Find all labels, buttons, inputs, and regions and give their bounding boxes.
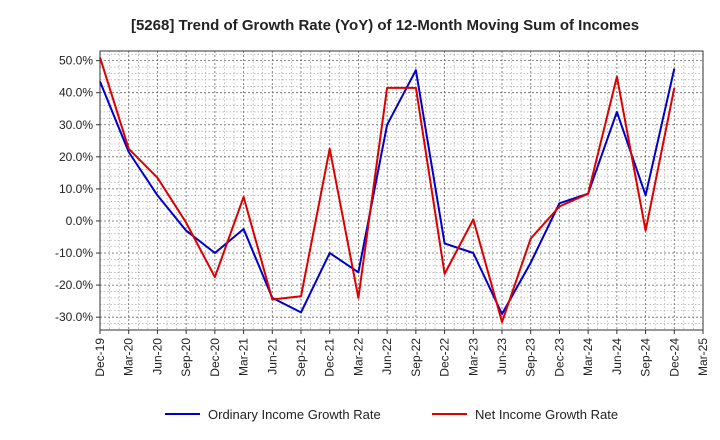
x-tick-label: Mar-24 (581, 338, 595, 376)
x-tick-label: Dec-20 (208, 338, 222, 377)
x-tick-label: Dec-21 (323, 338, 337, 377)
y-tick-label: 10.0% (59, 182, 93, 196)
x-tick-label: Dec-24 (667, 338, 681, 377)
series-line-net-income (99, 57, 676, 323)
y-tick-label: 20.0% (59, 150, 93, 164)
legend: Ordinary Income Growth Rate Net Income G… (165, 407, 618, 422)
x-tick-label: Sep-21 (294, 338, 308, 377)
x-tick-label: Sep-23 (524, 338, 538, 377)
y-tick-label: 30.0% (59, 118, 93, 132)
x-tick-label: Jun-21 (265, 338, 279, 375)
y-tick-label: -10.0% (55, 246, 93, 260)
chart-title: [5268] Trend of Growth Rate (YoY) of 12-… (131, 17, 639, 34)
x-tick-label: Mar-21 (237, 338, 251, 376)
legend-label-net: Net Income Growth Rate (475, 407, 618, 422)
x-tick-label: Jun-24 (610, 338, 624, 375)
legend-label-ordinary: Ordinary Income Growth Rate (208, 407, 381, 422)
x-tick-label: Sep-22 (409, 338, 423, 377)
y-tick-label: -30.0% (55, 310, 93, 324)
x-tick-label: Jun-23 (495, 338, 509, 375)
y-tick-label: -20.0% (55, 278, 93, 292)
x-tick-label: Mar-25 (696, 338, 710, 376)
y-tick-label: 50.0% (59, 54, 93, 68)
x-tick-label: Jun-20 (150, 338, 164, 375)
x-tick-label: Mar-23 (466, 338, 480, 376)
x-tick-label: Jun-22 (380, 338, 394, 375)
x-tick-label: Mar-20 (122, 338, 136, 376)
y-tick-label: 40.0% (59, 86, 93, 100)
x-tick-label: Dec-19 (93, 338, 107, 377)
plot-frame (99, 50, 704, 331)
x-tick-label: Dec-23 (552, 338, 566, 377)
x-tick-label: Dec-22 (438, 338, 452, 377)
x-tick-label: Sep-20 (179, 338, 193, 377)
plot-area: 50.0% 40.0% 30.0% 20.0% 10.0% 0.0% -10.0% -20.0… (55, 50, 710, 377)
y-tick-label: 0.0% (66, 214, 94, 228)
x-tick-label: Sep-24 (639, 338, 653, 377)
x-tick-label: Mar-22 (351, 338, 365, 376)
